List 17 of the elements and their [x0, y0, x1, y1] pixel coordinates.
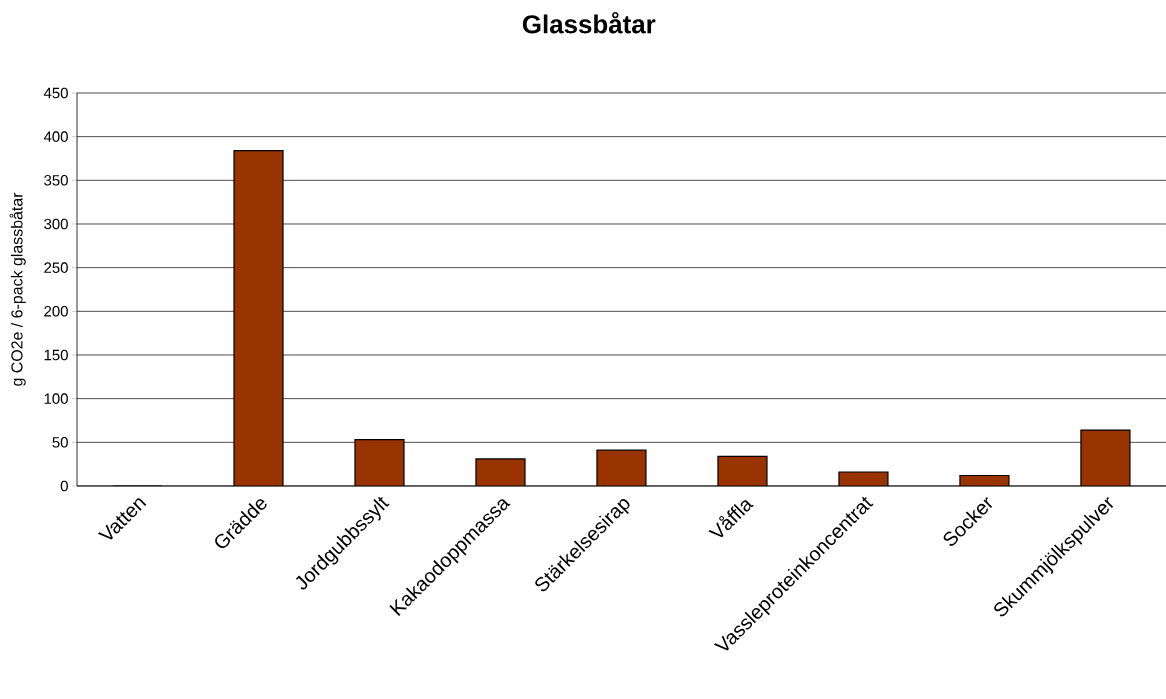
bar: [1080, 429, 1131, 486]
chart-title: Glassbåtar: [522, 11, 656, 34]
y-tick-label: 450: [43, 87, 68, 99]
bar: [234, 150, 283, 486]
bar: [354, 439, 404, 486]
y-tick-label: 100: [44, 393, 68, 404]
y-tick-label: 350: [44, 175, 68, 186]
y-tick-label: 150: [44, 349, 68, 361]
y-tick-label: 250: [44, 262, 68, 273]
y-axis-title: g CO2e / 6-pack glassbåtar: [9, 192, 26, 386]
y-tick-label: 400: [43, 131, 68, 142]
bar: [596, 450, 646, 486]
y-tick-label: 200: [44, 306, 68, 317]
y-tick-label: 50: [52, 437, 68, 448]
bar: [717, 456, 767, 486]
y-tick-label: 300: [44, 218, 68, 230]
y-tick-label: 0: [60, 480, 68, 492]
